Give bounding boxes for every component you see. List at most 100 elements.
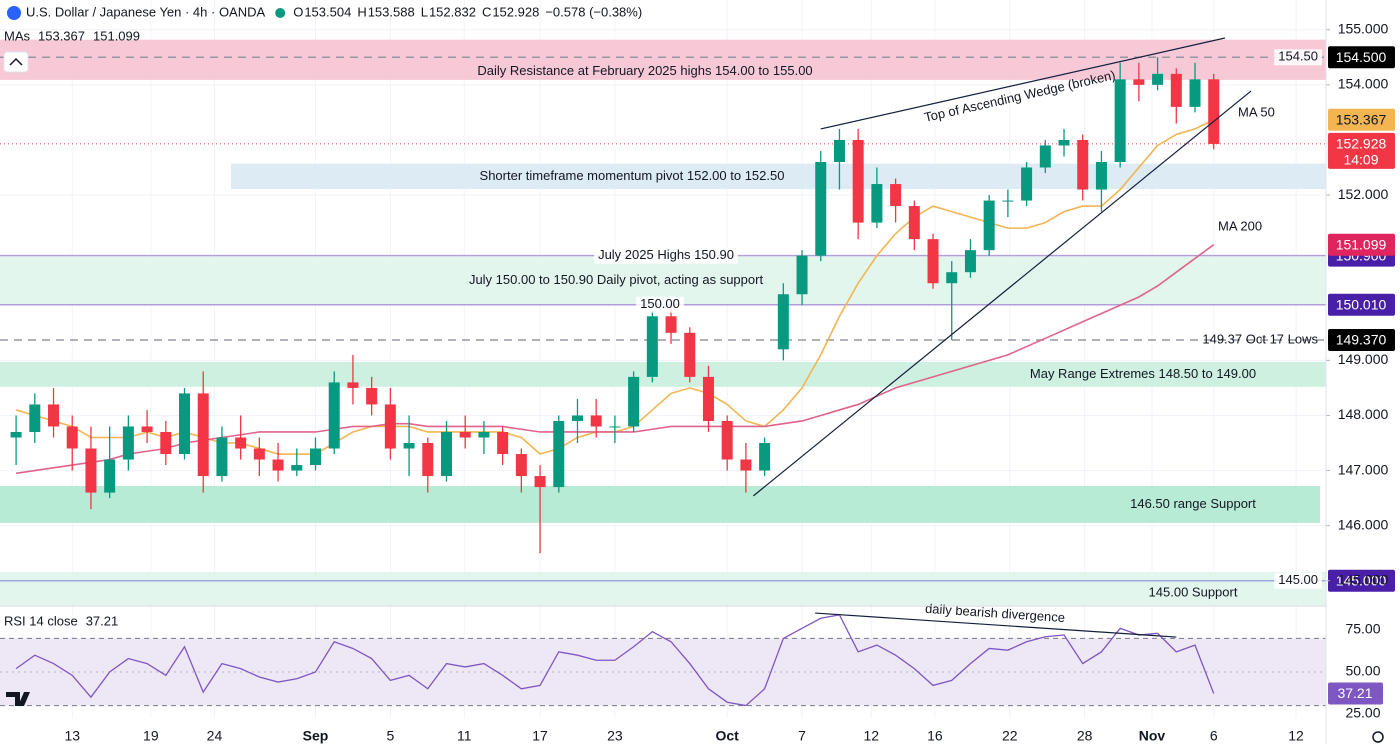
zone (231, 163, 1326, 189)
candle-body (721, 420, 733, 460)
level-label: 150.00 (640, 296, 680, 311)
candle-body (1095, 161, 1107, 190)
x-tick-label: 12 (863, 728, 879, 744)
last-price-tag-label: 152.928 (1336, 136, 1387, 152)
candle-body (179, 393, 191, 455)
x-tick-label: Sep (303, 728, 329, 744)
chart-title: U.S. Dollar / Japanese Yen · 4h · OANDA (26, 4, 266, 19)
candle-body (403, 443, 415, 449)
candle-body (796, 255, 808, 295)
trendline (820, 37, 1226, 130)
price-tag (1328, 328, 1395, 351)
y-tick-label: 154.000 (1338, 76, 1389, 92)
x-tick-label: 24 (207, 728, 223, 744)
y-tick-label: 147.000 (1338, 461, 1389, 477)
candle-body (777, 294, 789, 350)
candle-body (1077, 139, 1089, 190)
candle-body (702, 376, 714, 421)
level-label-bg (636, 296, 684, 313)
zone (0, 485, 1320, 523)
zone-label: July 150.00 to 150.90 Daily pivot, actin… (469, 272, 764, 287)
price-tag-label: 149.370 (1336, 332, 1387, 348)
x-tick-label: 7 (798, 728, 806, 744)
rsi-tick-label: 50.00 (1345, 663, 1380, 679)
quote-value: 152.832 (429, 4, 476, 19)
candle-body (590, 415, 602, 427)
candle-body (253, 448, 265, 460)
settings-icon[interactable] (1372, 731, 1384, 743)
x-tick-label: 11 (457, 728, 472, 744)
candle-body (1002, 200, 1014, 202)
zone-label: 145.00 Support (1149, 584, 1238, 599)
collapse-button[interactable] (3, 51, 29, 73)
x-tick-label: 19 (143, 728, 159, 744)
candle-body (983, 200, 995, 251)
collapse-icon (9, 57, 23, 66)
x-tick-label: 6 (1210, 728, 1218, 744)
candle-body (10, 431, 22, 438)
x-tick-label: 28 (1077, 728, 1093, 744)
candle-body (1189, 79, 1201, 107)
candle-body (684, 332, 696, 377)
candle-body (272, 459, 284, 471)
quote-label: H (357, 4, 366, 19)
candle-body (366, 387, 378, 405)
rsi-legend-label: RSI 14 close (4, 613, 78, 628)
price-tag (1328, 46, 1395, 69)
zone (0, 39, 1326, 80)
candle-body (141, 426, 153, 432)
candle-body (759, 443, 771, 471)
divergence-line (815, 612, 1177, 638)
price-tag (1328, 569, 1395, 592)
candle-body (384, 404, 396, 449)
candle-body (740, 459, 752, 471)
level-label: 154.50 (1278, 49, 1318, 64)
zone (0, 362, 1326, 387)
candle-body (291, 465, 303, 471)
candle-body (571, 415, 583, 421)
rsi-tick-label: 25.00 (1345, 705, 1380, 721)
symbol-icon (7, 6, 21, 20)
candle-body (1152, 73, 1164, 85)
candle-body (927, 239, 939, 284)
level-label: 145.00 (1278, 572, 1318, 587)
candle-body (871, 184, 883, 223)
zone-label: 146.50 range Support (1130, 496, 1256, 511)
x-tick-label: 12 (1288, 728, 1304, 744)
y-tick-label: 145.000 (1338, 571, 1389, 587)
candle-body (908, 206, 920, 240)
zone-label: Shorter timeframe momentum pivot 152.00 … (480, 168, 785, 183)
candle-body (1039, 145, 1051, 168)
quote-label: C (482, 4, 491, 19)
rsi-tick-label: 75.00 (1345, 621, 1380, 637)
ma-label: MA 50 (1238, 104, 1275, 119)
candle-body (478, 431, 490, 438)
candle-body (1114, 79, 1126, 162)
candle-body (160, 431, 172, 455)
x-tick-label: 17 (532, 728, 548, 744)
level-label: July 2025 Highs 150.90 (598, 247, 734, 262)
logo (6, 692, 30, 706)
quote-value: 153.588 (368, 4, 415, 19)
x-tick-label: 13 (64, 728, 80, 744)
rsi-legend-value: 37.21 (86, 613, 119, 628)
ma-legend-label: MAs (4, 28, 31, 43)
candle-body (48, 404, 60, 427)
y-tick-label: 146.000 (1338, 516, 1389, 532)
x-tick-label: 5 (386, 728, 394, 744)
y-tick-label: 148.000 (1338, 406, 1389, 422)
zone-label: May Range Extremes 148.50 to 149.00 (1030, 366, 1256, 381)
candle-body (122, 426, 134, 460)
y-tick-label: 152.000 (1338, 186, 1389, 202)
candle-body (422, 443, 434, 477)
candle-body (534, 476, 546, 488)
candle-body (628, 376, 640, 427)
label-layer: Daily Resistance at February 2025 highs … (4, 4, 1395, 744)
candle-body (964, 250, 976, 273)
candle-body (609, 426, 621, 428)
market-status (275, 8, 286, 18)
candle-body (235, 437, 247, 449)
candle-body (815, 161, 827, 256)
candle-body (946, 272, 958, 284)
